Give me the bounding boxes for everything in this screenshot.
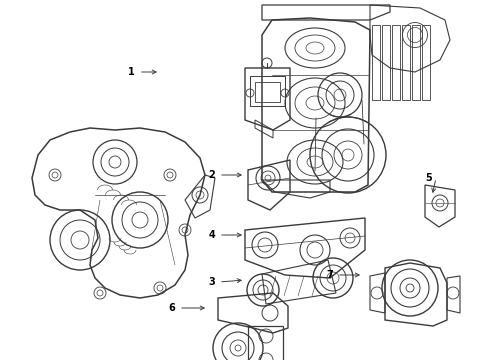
Bar — [254, 82, 280, 102]
Text: 5: 5 — [425, 173, 431, 183]
Text: 7: 7 — [325, 270, 332, 280]
Bar — [249, 76, 285, 106]
Text: 2: 2 — [208, 170, 215, 180]
Text: 6: 6 — [168, 303, 175, 313]
Text: 1: 1 — [128, 67, 135, 77]
Text: 4: 4 — [208, 230, 215, 240]
Text: 3: 3 — [208, 277, 215, 287]
